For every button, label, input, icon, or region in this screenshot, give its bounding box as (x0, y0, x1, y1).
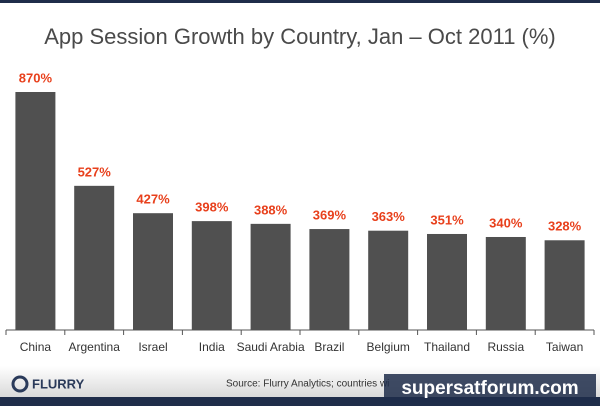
bar (485, 236, 526, 330)
bar (544, 240, 585, 330)
bar (368, 230, 409, 330)
x-tick-label: Saudi Arabia (237, 340, 305, 354)
logo-icon (11, 375, 29, 393)
logo-text: FLURRY (32, 376, 85, 391)
bar (15, 92, 56, 330)
watermark-bg (384, 374, 596, 402)
x-tick-label: Belgium (367, 340, 410, 354)
value-label: 398% (195, 200, 229, 215)
watermark: supersatforum.com (401, 378, 578, 399)
top-strip (0, 0, 600, 3)
x-tick-label: Taiwan (546, 340, 583, 354)
value-label: 328% (548, 219, 582, 234)
x-tick-label: Brazil (314, 340, 344, 354)
source-text: Source: Flurry Analytics; countries wi (226, 379, 389, 390)
footer: FLURRY Source: Flurry Analytics; countri… (0, 366, 600, 406)
value-label: 369% (313, 207, 347, 222)
x-tick-label: India (199, 340, 225, 354)
value-label: 340% (489, 215, 523, 230)
x-tick-label: Argentina (69, 340, 121, 354)
value-label: 351% (430, 212, 464, 227)
x-tick-label: Israel (138, 340, 167, 354)
value-label: 363% (372, 209, 406, 224)
x-tick-label: China (20, 340, 52, 354)
value-label: 527% (78, 164, 112, 179)
bar (427, 233, 467, 330)
x-tick-label: Russia (487, 340, 524, 354)
bar (133, 213, 173, 330)
x-tick-label: Thailand (424, 340, 470, 354)
bar (74, 185, 115, 330)
value-label: 388% (254, 202, 288, 217)
bottom-strip (0, 397, 600, 406)
bar (191, 221, 232, 330)
bar (309, 229, 350, 330)
bar (250, 223, 291, 330)
value-label: 427% (136, 192, 170, 207)
chart-title: App Session Growth by Country, Jan – Oct… (44, 24, 556, 49)
value-label: 870% (19, 70, 53, 85)
